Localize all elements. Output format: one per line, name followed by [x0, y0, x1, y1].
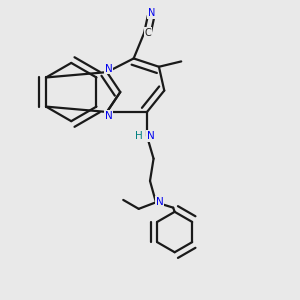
Text: N: N [147, 131, 154, 141]
Text: N: N [156, 197, 164, 207]
Text: C: C [145, 28, 152, 38]
Text: N: N [104, 64, 112, 74]
Text: N: N [104, 110, 112, 121]
Text: N: N [148, 8, 155, 18]
Text: H: H [135, 131, 142, 141]
